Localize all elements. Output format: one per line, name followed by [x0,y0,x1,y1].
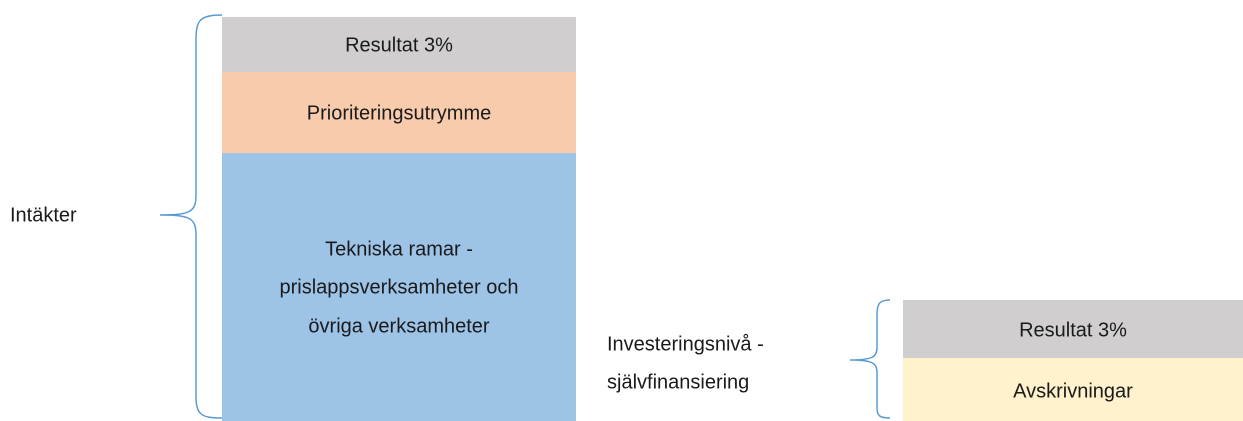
left-label: Intäkter [10,204,77,226]
block-text: Resultat 3% [345,34,453,56]
block-text: Tekniska ramar - [325,238,473,260]
block-technical [222,153,576,421]
block-text: övriga verksamheter [308,315,490,337]
right-brace [849,299,891,419]
right-label: självfinansiering [607,371,749,393]
block-text: Avskrivningar [1013,380,1133,402]
block-text: Resultat 3% [1019,319,1127,341]
block-priority [222,72,576,153]
block-text: prislappsverksamheter och [280,276,519,298]
block-result [903,300,1243,358]
block-result [222,17,576,72]
right-label: Investeringsnivå - [607,333,764,355]
left-brace [159,14,223,419]
block-text: Prioriteringsutrymme [307,102,491,124]
block-depreciation [903,358,1243,421]
